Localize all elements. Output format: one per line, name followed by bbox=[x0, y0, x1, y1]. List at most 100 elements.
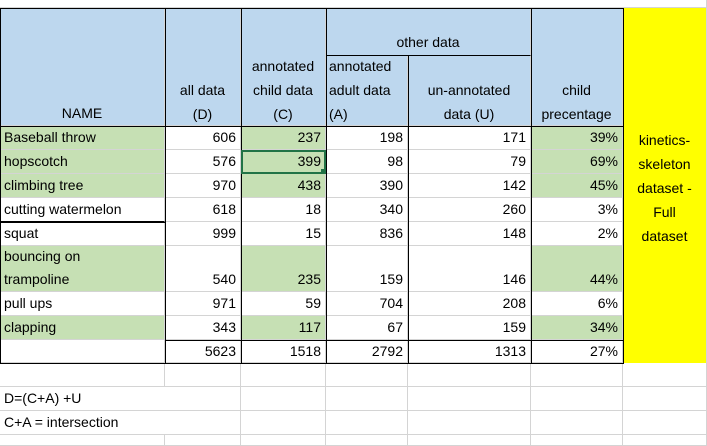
empty-cell[interactable] bbox=[531, 435, 623, 446]
cell-unannotated[interactable]: 79 bbox=[408, 150, 531, 174]
empty-cell[interactable] bbox=[326, 411, 408, 435]
cell-unannotated[interactable]: 146 bbox=[408, 246, 531, 292]
cell-child-data[interactable]: 15 bbox=[241, 222, 326, 246]
cell-unannotated[interactable]: 260 bbox=[408, 198, 531, 222]
header-name[interactable]: NAME bbox=[0, 8, 165, 126]
empty-cell[interactable] bbox=[623, 411, 707, 435]
cell-child-data[interactable]: 438 bbox=[241, 174, 326, 198]
empty-cell[interactable] bbox=[408, 435, 531, 446]
selected-cell[interactable]: 399 bbox=[241, 150, 326, 174]
empty-cell[interactable] bbox=[241, 411, 326, 435]
cell-all-data[interactable]: 576 bbox=[165, 150, 241, 174]
cell-child-pct[interactable]: 45% bbox=[531, 174, 623, 198]
row-border bbox=[0, 222, 165, 223]
cell-name[interactable]: bouncing on trampoline bbox=[0, 246, 165, 292]
cell-all-data[interactable]: 618 bbox=[165, 198, 241, 222]
cell-child-pct[interactable]: 69% bbox=[531, 150, 623, 174]
cell-name[interactable]: climbing tree bbox=[0, 174, 165, 198]
empty-cell[interactable] bbox=[531, 363, 623, 387]
empty-cell[interactable] bbox=[326, 435, 408, 446]
empty-cell[interactable] bbox=[531, 387, 623, 411]
cell-adult-data[interactable]: 340 bbox=[326, 198, 408, 222]
header-child-line3: (C) bbox=[273, 106, 293, 122]
cell-all-data[interactable]: 343 bbox=[165, 316, 241, 340]
dataset-note-line3: dataset - bbox=[637, 180, 692, 196]
empty-cell[interactable] bbox=[408, 387, 531, 411]
empty-cell[interactable] bbox=[165, 387, 241, 411]
col-border bbox=[531, 8, 532, 363]
note-intersection[interactable]: C+A = intersection bbox=[0, 411, 165, 435]
cell-child-data[interactable]: 59 bbox=[241, 292, 326, 316]
empty-cell[interactable] bbox=[165, 435, 241, 446]
empty-cell[interactable] bbox=[623, 387, 707, 411]
cell-unannotated[interactable]: 148 bbox=[408, 222, 531, 246]
empty-cell[interactable] bbox=[531, 411, 623, 435]
empty-cell[interactable] bbox=[326, 387, 408, 411]
empty-cell[interactable] bbox=[408, 363, 531, 387]
cell-all-data[interactable]: 971 bbox=[165, 292, 241, 316]
header-annotated-child[interactable]: annotated child data (C) bbox=[241, 8, 326, 126]
cell-child-data[interactable]: 237 bbox=[241, 126, 326, 150]
cell-child-data[interactable]: 235 bbox=[241, 246, 326, 292]
empty-cell[interactable] bbox=[165, 411, 241, 435]
cell-unannotated[interactable]: 171 bbox=[408, 126, 531, 150]
empty-cell[interactable] bbox=[241, 387, 326, 411]
cell-adult-data[interactable]: 390 bbox=[326, 174, 408, 198]
cell-child-pct[interactable]: 2% bbox=[531, 222, 623, 246]
cell-adult-data[interactable]: 198 bbox=[326, 126, 408, 150]
cell-name[interactable]: hopscotch bbox=[0, 150, 165, 174]
cell-name[interactable]: squat bbox=[0, 222, 165, 246]
empty-cell[interactable] bbox=[241, 363, 326, 387]
cell-all-data[interactable]: 606 bbox=[165, 126, 241, 150]
cell-all-data[interactable]: 999 bbox=[165, 222, 241, 246]
cell-adult-data[interactable]: 836 bbox=[326, 222, 408, 246]
header-all-data[interactable]: all data (D) bbox=[165, 8, 241, 126]
total-all-data[interactable]: 5623 bbox=[165, 340, 241, 363]
cell-all-data[interactable]: 970 bbox=[165, 174, 241, 198]
cell-child-pct[interactable]: 44% bbox=[531, 246, 623, 292]
cell-adult-data[interactable]: 704 bbox=[326, 292, 408, 316]
total-child-pct[interactable]: 27% bbox=[531, 340, 623, 363]
empty-cell[interactable] bbox=[241, 435, 326, 446]
empty-cell[interactable] bbox=[326, 363, 408, 387]
cell-adult-data[interactable]: 67 bbox=[326, 316, 408, 340]
cell-child-data[interactable]: 18 bbox=[241, 198, 326, 222]
header-all-data-line1: all data bbox=[179, 82, 226, 98]
empty-cell[interactable] bbox=[623, 435, 707, 446]
cell-unannotated[interactable]: 159 bbox=[408, 316, 531, 340]
header-unannotated[interactable]: un-annotated data (U) bbox=[408, 56, 531, 126]
header-annotated-adult[interactable]: annotated adult data (A) bbox=[326, 56, 408, 126]
note-formula[interactable]: D=(C+A) +U bbox=[0, 387, 165, 411]
cell-child-pct[interactable]: 39% bbox=[531, 126, 623, 150]
cell-name[interactable]: cutting watermelon bbox=[0, 198, 165, 222]
cell-name[interactable]: Baseball throw bbox=[0, 126, 165, 150]
cell-unannotated[interactable]: 208 bbox=[408, 292, 531, 316]
dataset-note[interactable]: kinetics- skeleton dataset - Full datase… bbox=[623, 8, 707, 363]
cell-unannotated[interactable]: 142 bbox=[408, 174, 531, 198]
header-unann-line2: data (U) bbox=[443, 106, 495, 122]
cell-adult-data[interactable]: 98 bbox=[326, 150, 408, 174]
top-row[interactable] bbox=[0, 0, 707, 8]
cell-all-data[interactable]: 540 bbox=[165, 246, 241, 292]
cell-child-pct[interactable]: 6% bbox=[531, 292, 623, 316]
dataset-note-line5: dataset bbox=[641, 228, 688, 244]
cell-child-data[interactable]: 117 bbox=[241, 316, 326, 340]
empty-cell[interactable] bbox=[623, 363, 707, 387]
total-unannotated[interactable]: 1313 bbox=[408, 340, 531, 363]
cell-name[interactable]: pull ups bbox=[0, 292, 165, 316]
cell-name[interactable]: clapping bbox=[0, 316, 165, 340]
empty-cell[interactable] bbox=[0, 363, 165, 387]
cell-child-pct[interactable]: 34% bbox=[531, 316, 623, 340]
cell-child-pct[interactable]: 3% bbox=[531, 198, 623, 222]
empty-cell[interactable] bbox=[408, 411, 531, 435]
header-child-percentage[interactable]: child precentage bbox=[531, 8, 623, 126]
col-border bbox=[241, 8, 242, 363]
empty-cell[interactable] bbox=[165, 363, 241, 387]
total-adult-data[interactable]: 2792 bbox=[326, 340, 408, 363]
empty-cell[interactable] bbox=[0, 340, 165, 363]
total-child-data[interactable]: 1518 bbox=[241, 340, 326, 363]
cell-adult-data[interactable]: 159 bbox=[326, 246, 408, 292]
empty-cell[interactable] bbox=[0, 435, 165, 446]
header-other-data[interactable]: other data bbox=[326, 8, 531, 56]
